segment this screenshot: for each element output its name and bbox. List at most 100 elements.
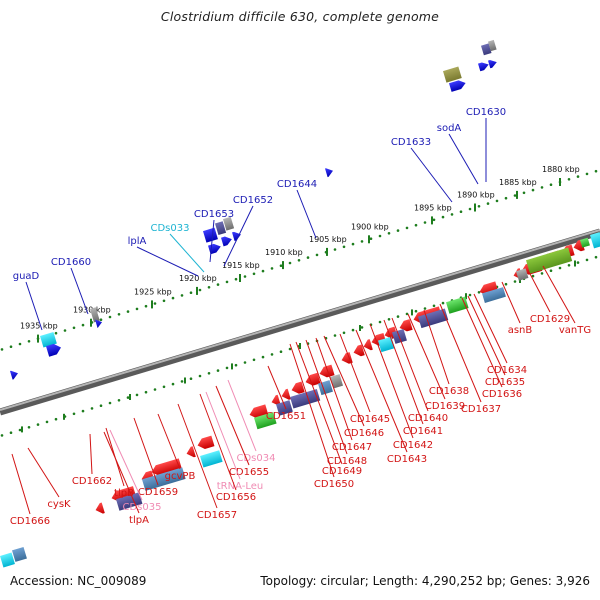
ruler-tick-label: 1920 kbp: [179, 274, 217, 283]
gene-label[interactable]: CD1640: [391, 317, 448, 424]
gene-label[interactable]: asnB: [501, 281, 533, 336]
gene-label[interactable]: CD1650: [289, 343, 354, 490]
ruler-tick-label: 1885 kbp: [499, 178, 537, 187]
gene-label[interactable]: lplA: [128, 236, 199, 277]
gene-label[interactable]: gcvPB: [157, 413, 196, 482]
gene-label[interactable]: CD1651: [266, 365, 306, 422]
gene-label-text[interactable]: CD1653: [194, 209, 234, 220]
gene-label[interactable]: CD1657: [177, 403, 237, 521]
gene-label[interactable]: CD1646: [323, 335, 384, 439]
gene-label-text[interactable]: CD1635: [485, 377, 525, 388]
gene-label[interactable]: CD1639: [407, 313, 465, 412]
gene-label[interactable]: CD1655: [215, 385, 269, 478]
gene-label[interactable]: CD1635: [467, 295, 525, 388]
gene-label[interactable]: CD1629: [527, 269, 570, 325]
leader-line: [339, 333, 371, 413]
gene-label-text[interactable]: CD1637: [461, 404, 501, 415]
gene-label-text[interactable]: vanTG: [559, 325, 591, 336]
gene-label-text[interactable]: CD1657: [197, 510, 237, 521]
gene-label[interactable]: tRNA-Leu: [205, 391, 263, 492]
gene-label-text[interactable]: CD1646: [344, 428, 384, 439]
gene-label-text[interactable]: lplA: [128, 236, 147, 247]
gene-label-text[interactable]: CD1666: [10, 516, 50, 527]
gene-label-text[interactable]: CD1629: [530, 314, 570, 325]
reverse-gene-block: [290, 388, 321, 409]
gene-label[interactable]: CD1638: [423, 309, 469, 397]
gene-label[interactable]: CD1630: [466, 107, 506, 182]
gene-label-text[interactable]: CD1636: [482, 389, 522, 400]
gene-label[interactable]: CD1647: [315, 337, 372, 453]
gene-label[interactable]: CD1659: [133, 417, 178, 498]
gene-label[interactable]: CD1642: [369, 323, 433, 451]
leader-line: [177, 403, 218, 509]
reverse-gene-arrow: [281, 388, 291, 400]
reverse-gene-block: [378, 336, 395, 353]
gene-label[interactable]: CD1666: [10, 453, 50, 527]
gene-label[interactable]: tlpA: [103, 431, 149, 526]
gene-label[interactable]: CD1643: [355, 329, 427, 465]
gene-label-text[interactable]: CD1651: [266, 411, 306, 422]
gene-label-text[interactable]: CD1652: [233, 195, 273, 206]
gene-label[interactable]: CD1636: [461, 297, 522, 400]
gene-label-text[interactable]: CD1660: [51, 257, 91, 268]
reverse-gene-block: [116, 492, 143, 511]
gene-label-text[interactable]: CDs035: [123, 502, 162, 513]
gene-label-text[interactable]: CD1662: [72, 476, 112, 487]
gene-label-text[interactable]: CD1633: [391, 137, 431, 148]
gene-label[interactable]: vanTG: [542, 265, 591, 336]
gene-label[interactable]: CD1662: [72, 433, 112, 487]
gene-label[interactable]: guaD: [13, 271, 43, 331]
gene-label-text[interactable]: tRNA-Leu: [217, 481, 263, 492]
gene-label-text[interactable]: CD1643: [387, 454, 427, 465]
gene-label-text[interactable]: CD1640: [408, 413, 448, 424]
reverse-gene-arrow: [271, 394, 281, 406]
gene-label-text[interactable]: CD1641: [403, 426, 443, 437]
gene-label-text[interactable]: CD1639: [425, 401, 465, 412]
gene-label-text[interactable]: CD1659: [138, 487, 178, 498]
accession-text: Accession: NC_009089: [10, 574, 147, 588]
gene-label-text[interactable]: CD1630: [466, 107, 506, 118]
gene-label-text[interactable]: CD1647: [332, 442, 372, 453]
gene-label[interactable]: CD1644: [277, 179, 317, 239]
gene-label[interactable]: sodA: [437, 123, 479, 185]
gene-label-text[interactable]: tlpA: [129, 515, 149, 526]
gene-label[interactable]: CDs035: [109, 429, 162, 513]
gene-label[interactable]: CD1634: [473, 293, 527, 376]
gene-label-text[interactable]: CDs034: [237, 453, 276, 464]
gene-label[interactable]: CD1641: [383, 319, 443, 437]
gene-label-text[interactable]: CD1645: [350, 414, 390, 425]
gene-label[interactable]: CD1660: [51, 257, 91, 315]
gene-label[interactable]: CD1645: [339, 333, 390, 425]
gene-label[interactable]: CD1637: [439, 303, 501, 415]
gene-label-text[interactable]: CD1656: [216, 492, 256, 503]
leader-line: [391, 317, 429, 412]
gene-label-text[interactable]: sodA: [437, 123, 462, 134]
gene-label[interactable]: CDs034: [227, 379, 276, 464]
gene-label[interactable]: CD1649: [295, 341, 362, 477]
gene-label-text[interactable]: CD1644: [277, 179, 317, 190]
gene-label-text[interactable]: cysK: [47, 499, 71, 510]
gene-label-text[interactable]: CD1655: [229, 467, 269, 478]
gene-label-text[interactable]: asnB: [508, 325, 533, 336]
gene-label-text[interactable]: CDs033: [151, 223, 190, 234]
leader-line: [383, 319, 424, 425]
gene-label[interactable]: CD1648: [305, 339, 367, 467]
gene-label[interactable]: tlpB: [105, 427, 134, 499]
gene-label[interactable]: CD1653: [194, 209, 234, 263]
gene-label[interactable]: CD1656: [199, 393, 256, 503]
gene-label-text[interactable]: CD1648: [327, 456, 367, 467]
forward-gene-block: [215, 221, 227, 235]
gene-label-text[interactable]: CD1634: [487, 365, 527, 376]
gene-label-text[interactable]: CD1649: [322, 466, 362, 477]
gene-label-text[interactable]: CD1642: [393, 440, 433, 451]
gene-label[interactable]: CD1652: [223, 195, 273, 267]
gene-label-text[interactable]: guaD: [13, 271, 40, 282]
gene-label-text[interactable]: tlpB: [114, 488, 134, 499]
gene-label[interactable]: cysK: [27, 447, 71, 510]
gene-label-text[interactable]: CD1638: [429, 386, 469, 397]
gene-label-text[interactable]: gcvPB: [165, 471, 196, 482]
gene-label-text[interactable]: CD1650: [314, 479, 354, 490]
gene-label[interactable]: CDs033: [151, 223, 205, 273]
gene-label[interactable]: CD1633: [391, 137, 453, 203]
